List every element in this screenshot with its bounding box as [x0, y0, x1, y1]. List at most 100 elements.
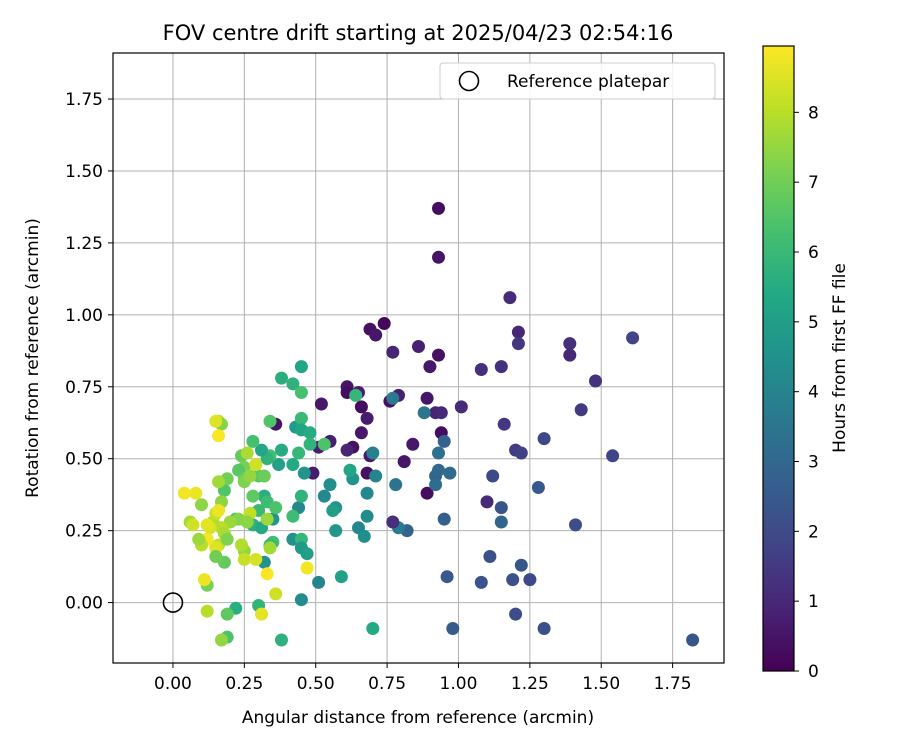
grid [113, 53, 724, 663]
data-point [255, 607, 268, 621]
x-tick-label: 0.25 [225, 674, 263, 694]
y-tick-label: 1.50 [65, 162, 103, 182]
reference-layer [162, 592, 184, 613]
x-tick-label: 0.50 [297, 674, 335, 694]
x-tick-label: 1.50 [582, 674, 620, 694]
data-point [212, 504, 226, 517]
data-point [212, 429, 226, 443]
data-point [423, 360, 437, 374]
data-point [360, 411, 374, 425]
data-point [417, 406, 431, 420]
data-point [563, 337, 577, 351]
data-point [300, 561, 314, 575]
data-point [275, 633, 288, 647]
data-point [354, 400, 368, 414]
x-axis-label: Angular distance from reference (arcmin) [242, 708, 594, 728]
colorbar-tick-label: 1 [808, 592, 819, 612]
data-point [329, 524, 343, 538]
data-point [360, 486, 374, 500]
data-point [235, 538, 248, 552]
colorbar: 0 1 2 3 4 5 6 7 8 Hours from first FF file [762, 45, 850, 682]
data-point [246, 434, 260, 448]
data-point [323, 478, 337, 492]
data-point [474, 363, 488, 376]
data-point [215, 633, 228, 647]
colorbar-tick-label: 7 [808, 173, 819, 193]
data-point [269, 587, 283, 601]
data-point [249, 458, 263, 471]
data-point [486, 469, 500, 483]
data-point [389, 478, 403, 492]
legend-marker-reference [458, 70, 480, 92]
data-point [494, 515, 508, 529]
data-point [429, 478, 443, 492]
data-point [406, 437, 420, 451]
data-point [589, 374, 602, 388]
data-point [263, 414, 277, 428]
data-point [360, 509, 374, 523]
data-point [432, 201, 445, 215]
data-point [497, 417, 511, 431]
data-point [189, 486, 203, 500]
colorbar-tick-label: 4 [808, 383, 819, 403]
data-point [197, 573, 211, 587]
data-point [437, 434, 451, 448]
data-point [249, 552, 263, 566]
data-point [177, 486, 191, 500]
data-point [269, 501, 283, 515]
data-point [294, 386, 308, 399]
data-point [200, 518, 214, 532]
data-point [240, 446, 254, 460]
data-point [420, 391, 434, 405]
data-point [366, 446, 380, 460]
data-point [454, 400, 468, 414]
data-point [294, 360, 308, 374]
colorbar-ticks: 0 1 2 3 4 5 6 7 8 [794, 103, 819, 682]
y-tick-label: 1.00 [65, 306, 103, 326]
data-point [397, 455, 411, 469]
y-axis-ticks: 0.00 0.25 0.50 0.75 1.00 1.25 1.50 1.75 [65, 90, 113, 614]
data-point [474, 575, 488, 589]
x-tick-label: 0.00 [154, 674, 192, 694]
data-point [443, 466, 457, 480]
data-point [509, 607, 523, 621]
data-point [386, 515, 400, 529]
data-point [440, 570, 454, 584]
data-point [626, 331, 640, 345]
data-point [209, 550, 223, 563]
data-point [386, 345, 400, 359]
data-point [432, 446, 445, 460]
data-point [340, 443, 354, 457]
data-point [260, 567, 274, 581]
data-point [186, 518, 200, 532]
data-point [303, 437, 317, 451]
data-point [260, 512, 274, 526]
data-point [200, 604, 214, 618]
data-point [237, 552, 251, 566]
data-point [220, 607, 234, 621]
x-tick-label: 1.00 [440, 674, 478, 694]
data-point [317, 489, 331, 503]
data-point [255, 443, 268, 457]
data-point [292, 446, 306, 460]
data-point [317, 437, 331, 451]
data-point [412, 340, 425, 353]
data-point [432, 250, 445, 264]
data-point [563, 348, 577, 362]
data-point [569, 518, 582, 532]
colorbar-label: Hours from first FF file [830, 263, 850, 453]
data-point [257, 469, 271, 483]
data-point [483, 550, 497, 563]
data-point [220, 532, 234, 546]
data-point [686, 633, 700, 647]
data-point [446, 622, 460, 635]
data-point [349, 388, 363, 402]
data-point [574, 403, 588, 417]
data-point [514, 558, 528, 572]
colorbar-tick-label: 6 [808, 243, 819, 263]
data-point [437, 512, 451, 526]
y-tick-label: 0.00 [65, 594, 103, 614]
data-point [514, 446, 528, 460]
data-point [366, 622, 380, 635]
